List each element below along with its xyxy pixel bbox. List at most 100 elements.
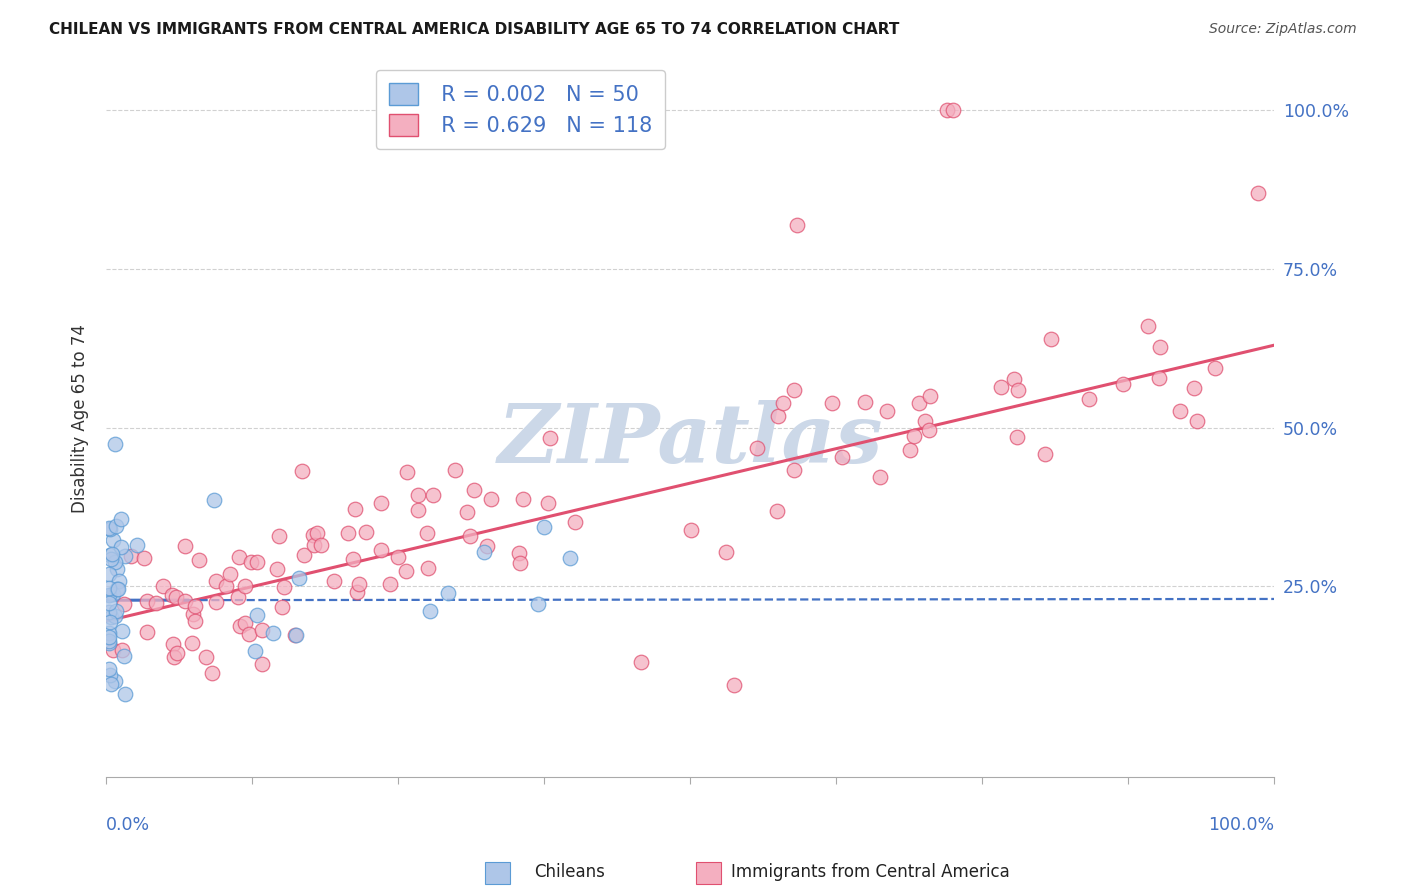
Point: [714, 545, 737, 559]
Point: [100, 547, 122, 561]
Point: [285, 628, 308, 642]
Point: [136, 624, 159, 639]
Point: [1204, 360, 1226, 375]
Point: [104, 437, 127, 451]
Point: [246, 608, 269, 623]
Point: [266, 562, 288, 576]
Point: [114, 687, 136, 701]
Point: [1007, 430, 1029, 444]
Point: [292, 548, 315, 562]
Point: [479, 491, 502, 506]
Point: [538, 431, 561, 445]
Point: [111, 624, 134, 638]
Point: [98, 662, 121, 676]
Point: [228, 549, 250, 564]
Point: [100, 552, 122, 566]
Point: [1078, 392, 1101, 406]
Point: [105, 562, 128, 576]
Point: [98, 636, 121, 650]
Point: [98, 581, 121, 595]
Point: [396, 465, 419, 479]
Point: [526, 597, 548, 611]
Point: [162, 637, 184, 651]
Point: [1185, 414, 1208, 428]
Point: [100, 677, 122, 691]
Text: Source: ZipAtlas.com: Source: ZipAtlas.com: [1209, 22, 1357, 37]
Point: [229, 619, 252, 633]
Point: [252, 624, 274, 638]
Point: [406, 488, 429, 502]
Point: [1182, 381, 1205, 395]
Point: [136, 594, 159, 608]
Point: [98, 634, 121, 648]
Point: [204, 574, 226, 589]
Point: [1149, 340, 1171, 354]
Point: [110, 512, 132, 526]
Point: [304, 538, 326, 552]
Point: [821, 396, 844, 410]
Point: [914, 413, 936, 427]
Point: [1007, 383, 1029, 397]
Point: [508, 546, 530, 560]
Point: [101, 643, 124, 657]
Point: [309, 538, 332, 552]
Point: [444, 463, 467, 477]
Point: [853, 395, 876, 409]
Point: [463, 483, 485, 497]
Point: [1112, 377, 1135, 392]
Point: [195, 650, 218, 665]
Text: Immigrants from Central America: Immigrants from Central America: [731, 863, 1010, 881]
Point: [98, 548, 121, 562]
Point: [273, 580, 295, 594]
Point: [114, 549, 136, 563]
Point: [183, 607, 205, 621]
Point: [1040, 332, 1063, 346]
Point: [98, 615, 121, 629]
Point: [395, 564, 418, 578]
Point: [406, 503, 429, 517]
Point: [132, 550, 155, 565]
Point: [456, 505, 478, 519]
Point: [271, 599, 294, 614]
Point: [416, 561, 439, 575]
Point: [98, 605, 121, 619]
Point: [419, 604, 441, 618]
Point: [288, 571, 311, 585]
Point: [181, 636, 204, 650]
Point: [104, 555, 127, 569]
Point: [354, 525, 377, 540]
Point: [233, 579, 256, 593]
Point: [174, 539, 197, 553]
Point: [378, 576, 401, 591]
Point: [246, 555, 269, 569]
Point: [98, 597, 121, 611]
Point: [302, 528, 325, 542]
Point: [98, 589, 121, 603]
Point: [202, 493, 225, 508]
Point: [160, 588, 183, 602]
Point: [898, 443, 921, 458]
Point: [903, 429, 925, 443]
Point: [1002, 372, 1025, 386]
Point: [105, 519, 128, 533]
Point: [183, 614, 205, 628]
Point: [108, 574, 131, 588]
Point: [437, 585, 460, 599]
Text: Chileans: Chileans: [534, 863, 605, 881]
Point: [188, 553, 211, 567]
Point: [269, 529, 291, 543]
Point: [98, 522, 121, 536]
Point: [127, 538, 149, 552]
Point: [342, 552, 364, 566]
Point: [218, 566, 240, 581]
Point: [101, 533, 124, 547]
Text: 0.0%: 0.0%: [105, 816, 150, 834]
Point: [205, 595, 228, 609]
Point: [105, 604, 128, 618]
Point: [908, 396, 931, 410]
Point: [472, 545, 495, 559]
Point: [104, 609, 127, 624]
Point: [250, 657, 273, 672]
Point: [226, 591, 249, 605]
Point: [184, 599, 207, 613]
